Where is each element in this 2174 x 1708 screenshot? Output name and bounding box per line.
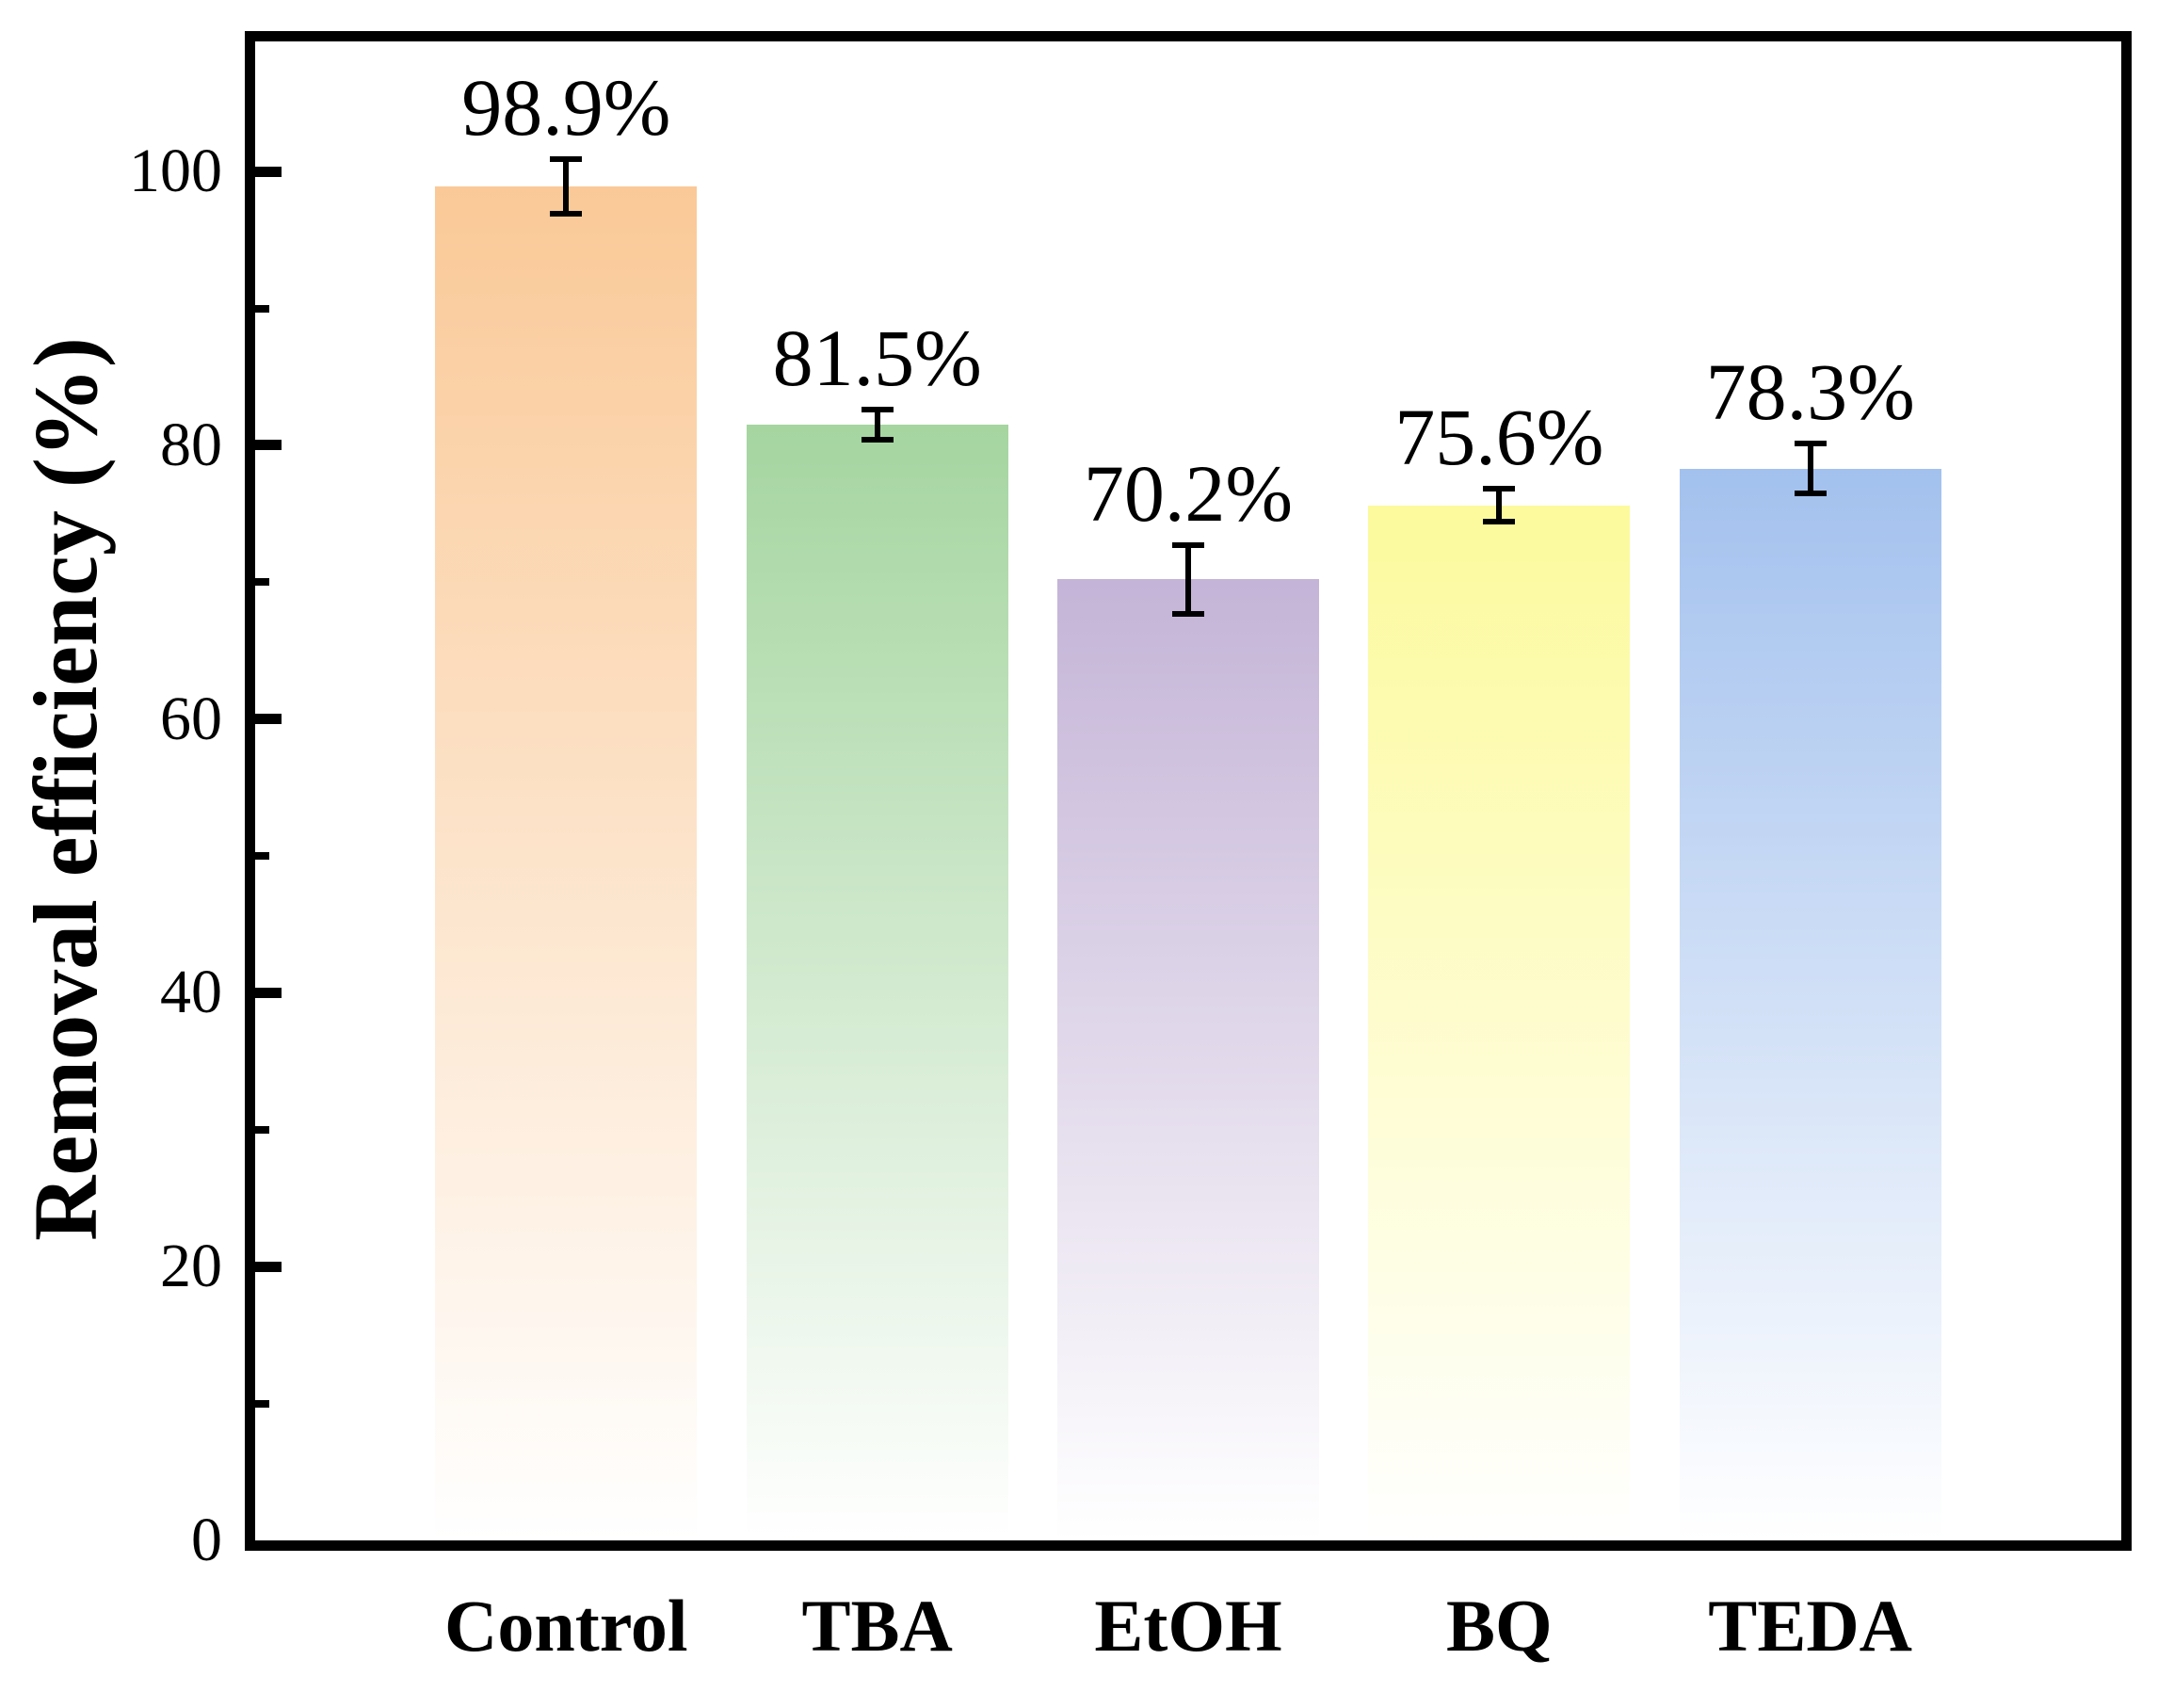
y-major-tick-60 [255,714,282,725]
error-bar-stem-tba [874,410,880,441]
x-tick-label-control: Control [444,1585,688,1667]
error-bar-top-cap-tba [861,407,894,413]
y-tick-label-40: 40 [160,958,222,1027]
y-minor-tick-10 [255,1399,269,1408]
error-bar-top-cap-bq [1483,486,1516,492]
error-bar-stem-teda [1807,443,1813,493]
bar-bq [1368,505,1631,1540]
value-label-control: 98.9% [461,62,671,153]
error-bar-stem-control [563,159,570,215]
error-bar-bottom-cap-tba [861,437,894,443]
y-major-tick-100 [255,166,282,177]
bar-etoh [1057,579,1319,1540]
bar-tba [746,425,1008,1540]
y-minor-tick-50 [255,852,269,861]
plot-frame [245,31,2132,1551]
y-major-tick-80 [255,440,282,451]
value-label-etoh: 70.2% [1083,448,1294,540]
y-major-tick-20 [255,1261,282,1272]
y-tick-label-80: 80 [160,410,222,479]
error-bar-bottom-cap-bq [1483,519,1516,525]
error-bar-top-cap-control [550,156,583,163]
y-tick-label-100: 100 [129,137,222,206]
x-tick-label-teda: TEDA [1708,1585,1913,1667]
x-tick-label-etoh: EtOH [1094,1585,1282,1667]
y-major-tick-40 [255,987,282,998]
bar-teda [1679,468,1941,1540]
error-bar-bottom-cap-etoh [1172,610,1204,617]
x-tick-label-bq: BQ [1445,1585,1553,1667]
error-bar-top-cap-etoh [1172,542,1204,549]
error-bar-bottom-cap-teda [1794,490,1827,496]
value-label-teda: 78.3% [1705,346,1915,438]
y-tick-label-20: 20 [160,1232,222,1301]
y-minor-tick-70 [255,578,269,587]
y-minor-tick-90 [255,304,269,313]
error-bar-stem-bq [1496,489,1503,523]
y-minor-tick-30 [255,1125,269,1134]
error-bar-top-cap-teda [1794,441,1827,447]
bar-control [435,186,698,1540]
y-tick-label-0: 0 [191,1506,222,1574]
y-tick-label-60: 60 [160,684,222,753]
error-bar-stem-etoh [1185,545,1191,614]
x-tick-label-tba: TBA [801,1585,953,1667]
error-bar-bottom-cap-control [550,211,583,218]
value-label-bq: 75.6% [1394,392,1604,483]
value-label-tba: 81.5% [772,313,982,404]
